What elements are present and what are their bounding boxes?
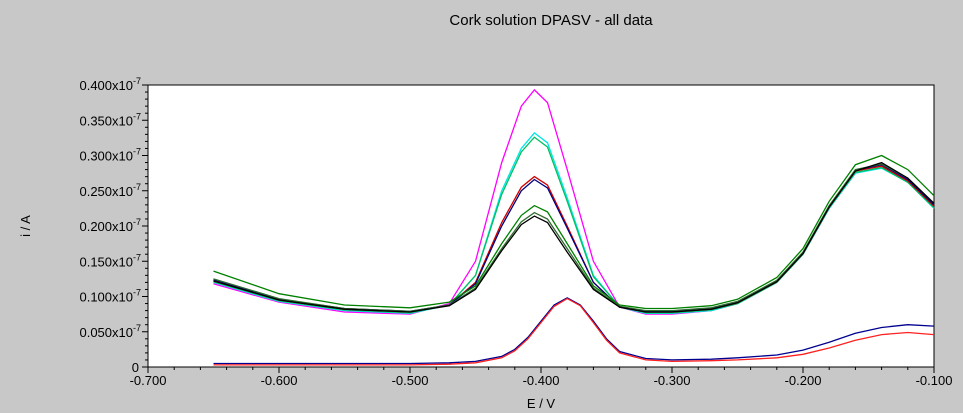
y-tick-label: 0.400x10-7 [79, 76, 141, 93]
y-tick-label: 0.150x10-7 [79, 252, 141, 269]
series-layer [213, 88, 935, 366]
x-tick-label: -0.200 [785, 373, 822, 388]
series-line-8 [213, 161, 935, 313]
y-tick-label: 0.050x10-7 [79, 323, 141, 340]
series-line-10 [213, 297, 935, 366]
y-axis: 0 0.050x10-7 0.100x10-7 0.150x10-7 0.200x10-… [79, 76, 148, 375]
plot-area [147, 84, 935, 368]
y-tick-label: 0.200x10-7 [79, 217, 141, 234]
x-tick-label: -0.600 [261, 373, 298, 388]
x-tick-label: -0.400 [523, 373, 560, 388]
y-axis-title: i / A [18, 215, 33, 237]
x-axis-title: E / V [527, 396, 556, 411]
x-tick-label: -0.100 [916, 373, 953, 388]
series-line-7 [213, 163, 935, 312]
x-tick-label: -0.700 [130, 373, 167, 388]
series-line-6 [213, 154, 935, 310]
x-tick-label: -0.500 [392, 373, 429, 388]
y-tick-label: 0.250x10-7 [79, 182, 141, 199]
series-line-9 [213, 297, 935, 365]
y-tick-label: 0 [132, 360, 139, 375]
y-tick-label: 0.100x10-7 [79, 288, 141, 305]
x-axis: -0.700 -0.600 -0.500 -0.400 -0.300 -0.200 -0.1… [130, 367, 953, 388]
x-tick-label: -0.300 [654, 373, 691, 388]
chart-title: Cork solution DPASV - all data [449, 12, 653, 29]
y-tick-label: 0.300x10-7 [79, 147, 141, 164]
y-tick-label: 0.350x10-7 [79, 111, 141, 128]
